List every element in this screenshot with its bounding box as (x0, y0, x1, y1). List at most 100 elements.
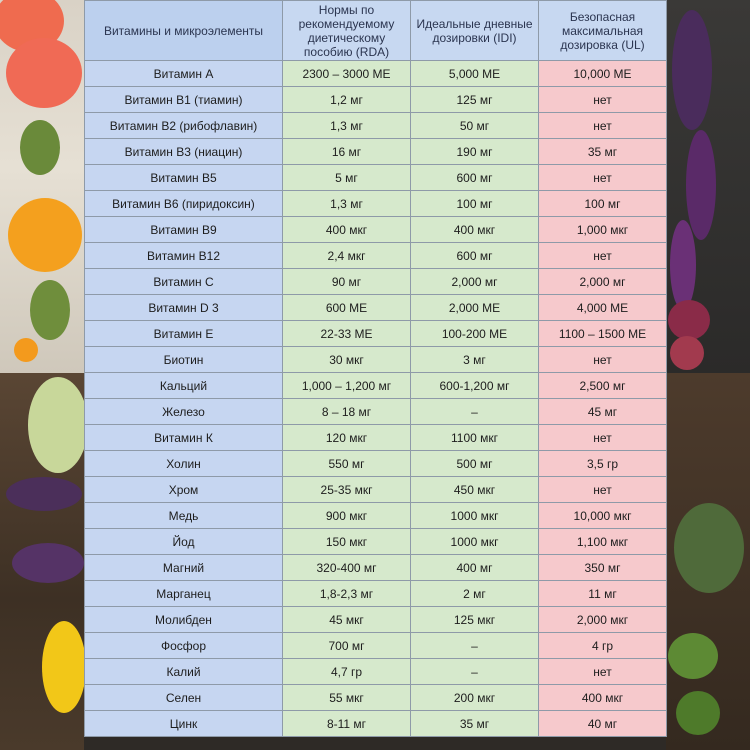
orange-image (8, 198, 82, 272)
cell-nutrient-name: Витамин В1 (тиамин) (84, 86, 283, 113)
red-onion-image (670, 336, 704, 370)
cell-ul: 400 мкг (538, 684, 667, 711)
cell-idi: 100 мг (410, 190, 539, 217)
yellow-pepper-image (42, 621, 84, 713)
table-row: Холин 550 мг 500 мг 3,5 гр (84, 450, 667, 477)
cell-nutrient-name: Биотин (84, 346, 283, 373)
cell-ul: 4,000 МЕ (538, 294, 667, 321)
cell-nutrient-name: Витамин В2 (рибофлавин) (84, 112, 283, 139)
table-body: Витамин А 2300 – 3000 МЕ 5,000 МЕ 10,000 МЕ… (84, 60, 667, 737)
header-rda: Нормы по рекомендуемому диетическому пос… (282, 0, 411, 61)
cell-rda: 2,4 мкг (282, 242, 411, 269)
cell-ul: 1,100 мкг (538, 528, 667, 555)
cell-rda: 4,7 гр (282, 658, 411, 685)
cell-ul: 4 гр (538, 632, 667, 659)
cell-rda: 8 – 18 мг (282, 398, 411, 425)
cell-nutrient-name: Витамин В6 (пиридоксин) (84, 190, 283, 217)
cell-ul: нет (538, 242, 667, 269)
vitamin-dosage-table: Витамины и микроэлементы Нормы по рекоме… (84, 0, 667, 737)
cell-nutrient-name: Фосфор (84, 632, 283, 659)
cell-idi: 2 мг (410, 580, 539, 607)
cell-nutrient-name: Витамин Е (84, 320, 283, 347)
cell-rda: 45 мкг (282, 606, 411, 633)
cell-idi: 125 мг (410, 86, 539, 113)
cell-idi: 100-200 МЕ (410, 320, 539, 347)
cell-nutrient-name: Калий (84, 658, 283, 685)
cell-rda: 1,2 мг (282, 86, 411, 113)
cell-rda: 16 мг (282, 138, 411, 165)
cell-rda: 400 мкг (282, 216, 411, 243)
cell-idi: 3 мг (410, 346, 539, 373)
cell-idi: 500 мг (410, 450, 539, 477)
cell-ul: 11 мг (538, 580, 667, 607)
header-idi: Идеальные дневные дозировки (IDI) (410, 0, 539, 61)
cell-ul: 350 мг (538, 554, 667, 581)
header-vitamins: Витамины и микроэлементы (84, 0, 283, 61)
cell-nutrient-name: Марганец (84, 580, 283, 607)
cell-rda: 320-400 мг (282, 554, 411, 581)
cell-idi: 1000 мкг (410, 502, 539, 529)
table-row: Магний 320-400 мг 400 мг 350 мг (84, 554, 667, 581)
cell-idi: 2,000 мг (410, 268, 539, 295)
table-row: Цинк 8-11 мг 35 мг 40 мг (84, 710, 667, 737)
cell-idi: 2,000 МЕ (410, 294, 539, 321)
cell-ul: 10,000 мкг (538, 502, 667, 529)
cell-idi: 450 мкг (410, 476, 539, 503)
table-row: Фосфор 700 мг –4 гр (84, 632, 667, 659)
cell-rda: 1,000 – 1,200 мг (282, 372, 411, 399)
cell-idi: – (410, 398, 539, 425)
cell-idi: 400 мкг (410, 216, 539, 243)
table-row: Витамин А 2300 – 3000 МЕ 5,000 МЕ 10,000 МЕ (84, 60, 667, 87)
purple-carrot-image (670, 220, 696, 310)
cell-ul: нет (538, 112, 667, 139)
cell-nutrient-name: Хром (84, 476, 283, 503)
cell-ul: 3,5 гр (538, 450, 667, 477)
herbs-image (674, 503, 744, 593)
cell-nutrient-name: Витамин В12 (84, 242, 283, 269)
vegetable-photo-right-top (666, 0, 750, 373)
cell-rda: 600 МЕ (282, 294, 411, 321)
table-row: Витамин С 90 мг 2,000 мг 2,000 мг (84, 268, 667, 295)
table-row: Витамин В6 (пиридоксин) 1,3 мг 100 мг 100 м… (84, 190, 667, 217)
cell-nutrient-name: Магний (84, 554, 283, 581)
cell-idi: 600-1,200 мг (410, 372, 539, 399)
purple-carrot-image (686, 130, 716, 240)
table-row: Витамин В2 (рибофлавин) 1,3 мг 50 мг нет (84, 112, 667, 139)
cell-ul: нет (538, 346, 667, 373)
cell-idi: 600 мг (410, 242, 539, 269)
cell-idi: 50 мг (410, 112, 539, 139)
cell-idi: – (410, 658, 539, 685)
cell-idi: 190 мг (410, 138, 539, 165)
cell-nutrient-name: Витамин С (84, 268, 283, 295)
header-ul: Безопасная максимальная дозировка (UL) (538, 0, 667, 61)
table-row: Витамин Е 22-33 МЕ 100-200 МЕ 1100 – 1500 М… (84, 320, 667, 347)
cell-rda: 1,3 мг (282, 190, 411, 217)
table-row: Витамин В5 5 мг 600 мг нет (84, 164, 667, 191)
eggplant-image (12, 543, 84, 583)
table-header-row: Витамины и микроэлементы Нормы по рекоме… (84, 0, 667, 61)
cell-ul: 1100 – 1500 МЕ (538, 320, 667, 347)
table-row: Медь 900 мкг 1000 мкг 10,000 мкг (84, 502, 667, 529)
cell-ul: 10,000 МЕ (538, 60, 667, 87)
cell-rda: 5 мг (282, 164, 411, 191)
cell-rda: 1,3 мг (282, 112, 411, 139)
cell-rda: 90 мг (282, 268, 411, 295)
cell-nutrient-name: Витамин В5 (84, 164, 283, 191)
cell-nutrient-name: Витамин В3 (ниацин) (84, 138, 283, 165)
table-row: Витамин К 120 мкг 1100 мкг нет (84, 424, 667, 451)
cell-nutrient-name: Витамин В9 (84, 216, 283, 243)
table-row: Калий 4,7 гр – нет (84, 658, 667, 685)
cell-ul: 2,500 мг (538, 372, 667, 399)
cell-ul: 2,000 мкг (538, 606, 667, 633)
leaf-image (20, 120, 60, 175)
cell-rda: 150 мкг (282, 528, 411, 555)
table-row: Витамин В1 (тиамин) 1,2 мг 125 мг нет (84, 86, 667, 113)
vegetable-photo-right-bottom (666, 373, 750, 750)
cell-idi: 125 мкг (410, 606, 539, 633)
table-row: Молибден 45 мкг 125 мкг 2,000 мкг (84, 606, 667, 633)
eggplant-image (672, 10, 712, 130)
leaf-image (30, 280, 70, 340)
cell-nutrient-name: Медь (84, 502, 283, 529)
broccoli-image (668, 633, 718, 679)
cell-rda: 30 мкг (282, 346, 411, 373)
